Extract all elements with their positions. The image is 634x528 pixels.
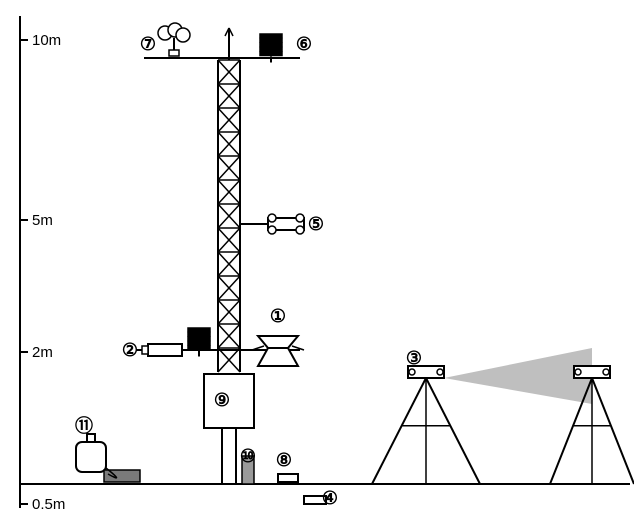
label-5: ⑤	[308, 214, 324, 234]
light-beam	[444, 348, 592, 404]
radiometer-5m	[268, 214, 304, 234]
radiation-shield	[188, 328, 210, 357]
label-10: ⑩	[240, 446, 256, 466]
label-8: ⑧	[276, 450, 292, 470]
sensor-8	[278, 474, 298, 482]
label-7: ⑦	[140, 34, 156, 54]
label-3: ③	[406, 348, 422, 368]
label-1: ①	[270, 306, 286, 326]
diagram: 10m 5m 2m 0.5m ⑦ ⑥ ⑤ ① ② ③ ⑧ ④ ⑨ ⑩ ⑪	[0, 0, 634, 528]
label-9: ⑨	[214, 390, 230, 410]
scale-tick-label: 2m	[32, 344, 53, 361]
scale-tick-label: 0.5m	[32, 496, 65, 513]
label-4: ④	[322, 488, 338, 508]
label-11: ⑪	[75, 415, 93, 436]
tripod-left	[372, 366, 480, 484]
label-2: ②	[122, 340, 138, 360]
anemometer	[158, 23, 190, 56]
scale-tick-label: 10m	[32, 32, 61, 49]
tower	[136, 28, 302, 484]
scale-tick-label: 5m	[32, 212, 53, 229]
sensor-2	[142, 344, 182, 356]
sensor-11	[76, 434, 140, 482]
label-6: ⑥	[296, 34, 312, 54]
scale-axis: 10m 5m 2m 0.5m	[20, 16, 65, 513]
